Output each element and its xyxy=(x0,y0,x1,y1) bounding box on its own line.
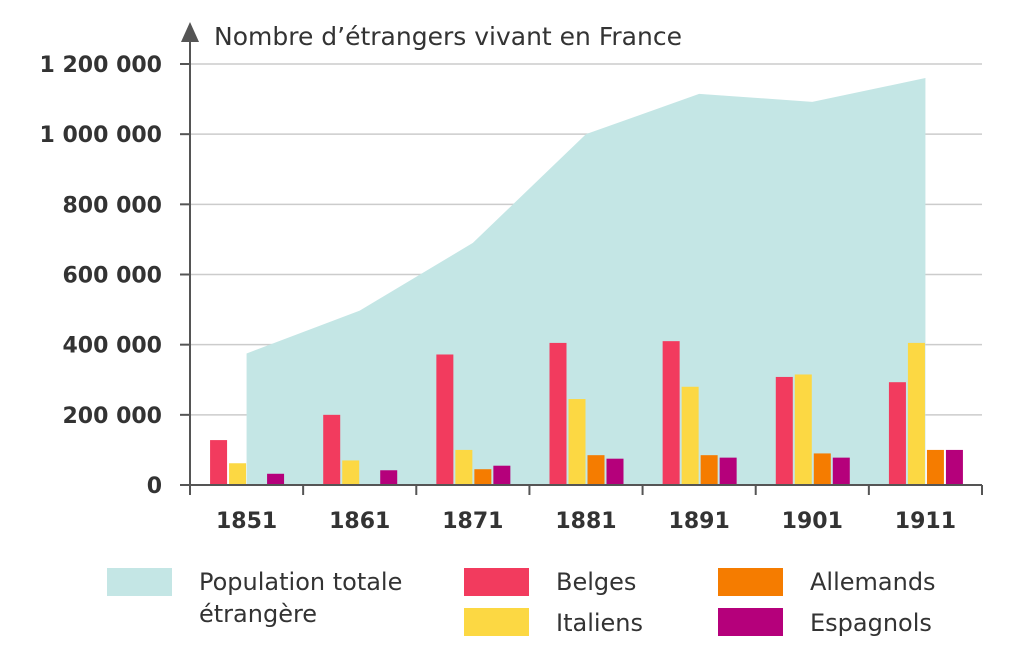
bar-italiens-1901 xyxy=(794,374,812,485)
y-axis-title: Nombre d’étrangers vivant en France xyxy=(214,22,682,51)
y-tick-label: 0 xyxy=(147,474,162,499)
bar-espagnols-1891 xyxy=(719,457,737,485)
legend-label-belges: Belges xyxy=(556,568,636,596)
bar-espagnols-1881 xyxy=(606,458,624,485)
bar-espagnols-1901 xyxy=(832,457,850,485)
bar-italiens-1911 xyxy=(907,342,925,485)
bar-belges-1881 xyxy=(549,342,567,485)
legend-swatch-allemands xyxy=(718,568,783,596)
y-tick-label: 1 200 000 xyxy=(40,53,162,78)
bar-italiens-1891 xyxy=(681,386,699,485)
bar-allemands-1911 xyxy=(926,449,944,485)
x-tick-label: 1851 xyxy=(216,509,277,534)
area-layer xyxy=(246,78,926,486)
legend-label-italiens: Italiens xyxy=(556,609,643,637)
legend-label-espagnols: Espagnols xyxy=(810,609,932,637)
x-tick-label: 1861 xyxy=(329,509,390,534)
bar-italiens-1881 xyxy=(568,399,586,485)
y-axis-arrow-icon xyxy=(181,22,199,42)
y-tick-label: 800 000 xyxy=(62,193,162,218)
bar-allemands-1891 xyxy=(700,455,718,485)
y-tick-label: 200 000 xyxy=(62,404,162,429)
y-tick-label: 600 000 xyxy=(62,264,162,289)
x-tick-label: 1901 xyxy=(782,509,843,534)
bar-espagnols-1861 xyxy=(380,470,398,485)
bar-belges-1871 xyxy=(436,354,454,485)
y-tick-label: 400 000 xyxy=(62,334,162,359)
bar-layer xyxy=(210,341,963,485)
bar-espagnols-1871 xyxy=(493,465,511,485)
bar-belges-1911 xyxy=(888,382,906,485)
area-population-totale xyxy=(246,78,926,486)
x-tick-label: 1891 xyxy=(669,509,730,534)
y-tick-label: 1 000 000 xyxy=(40,123,162,148)
x-tick-label: 1881 xyxy=(555,509,616,534)
bar-belges-1861 xyxy=(323,414,341,485)
legend-swatch-population xyxy=(107,568,172,596)
legend-label-population: Population totale xyxy=(199,568,402,596)
bar-allemands-1871 xyxy=(474,469,492,485)
x-tick-label: 1871 xyxy=(442,509,503,534)
bar-espagnols-1851 xyxy=(267,473,285,485)
y-tick-labels: 0 200 000 400 000 600 000 800 000 1 000 000 1 … xyxy=(40,53,162,499)
bar-belges-1891 xyxy=(662,341,680,485)
bar-italiens-1861 xyxy=(342,460,360,485)
x-tick-labels: 1851 1861 1871 1881 1891 1901 1911 xyxy=(216,509,956,534)
legend-label-population: étrangère xyxy=(199,600,317,628)
x-tick-label: 1911 xyxy=(895,509,956,534)
bar-allemands-1901 xyxy=(813,453,831,485)
legend-swatch-espagnols xyxy=(718,608,783,636)
bar-espagnols-1911 xyxy=(945,449,963,485)
bar-belges-1851 xyxy=(210,440,228,485)
axes xyxy=(180,22,983,495)
legend-label-allemands: Allemands xyxy=(810,568,936,596)
legend-swatch-belges xyxy=(464,568,529,596)
bar-belges-1901 xyxy=(775,376,793,485)
bar-italiens-1851 xyxy=(229,463,247,485)
bar-italiens-1871 xyxy=(455,449,473,485)
legend: Population totale étrangère Belges Italiens… xyxy=(107,568,936,637)
legend-swatch-italiens xyxy=(464,608,529,636)
bar-allemands-1881 xyxy=(587,455,605,485)
